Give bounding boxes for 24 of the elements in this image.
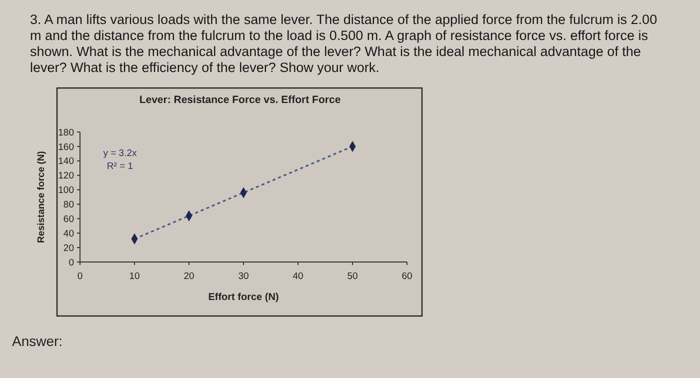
x-tick-label: 20 <box>184 271 194 282</box>
x-tick-label: 60 <box>402 271 412 282</box>
y-tick-label: 140 <box>58 156 74 168</box>
y-tick-label: 0 <box>68 257 74 268</box>
y-tick-label: 80 <box>63 200 74 211</box>
chart-title: Lever: Resistance Force vs. Effort Force <box>139 94 341 106</box>
text: Answer: <box>12 333 63 349</box>
y-tick-label: 100 <box>58 185 74 196</box>
y-tick-label: 40 <box>63 228 74 240</box>
y-tick-label: 160 <box>58 142 74 153</box>
annotation: y = 3.2x <box>103 148 138 159</box>
y-tick-label: 180 <box>58 127 74 138</box>
x-axis-title: Effort force (N) <box>208 292 279 303</box>
y-tick-label: 60 <box>63 214 74 225</box>
y-tick-label: 20 <box>63 242 74 254</box>
x-tick-label: 30 <box>238 271 249 282</box>
y-tick-label: 120 <box>58 170 74 182</box>
x-tick-label: 10 <box>129 271 140 282</box>
text: 3. A man lifts various loads with the same lever. The distance of the applied force from the fulcrum is 2.00 m and the distance from the fulcrum to the load is 0.500 m. A graph of resistance force vs. effort force is shown. What is the mechanical advantage of the lever? What is the ideal mechanical advantage of the lever? What is the efficiency of the lever? Show your work. <box>30 12 658 75</box>
x-tick-label: 40 <box>292 271 304 282</box>
annotation: R² = 1 <box>106 161 134 172</box>
x-tick-label: 50 <box>347 271 358 282</box>
x-tick-label: 0 <box>77 271 83 282</box>
y-axis-title: Resistance force (N) <box>36 151 47 243</box>
